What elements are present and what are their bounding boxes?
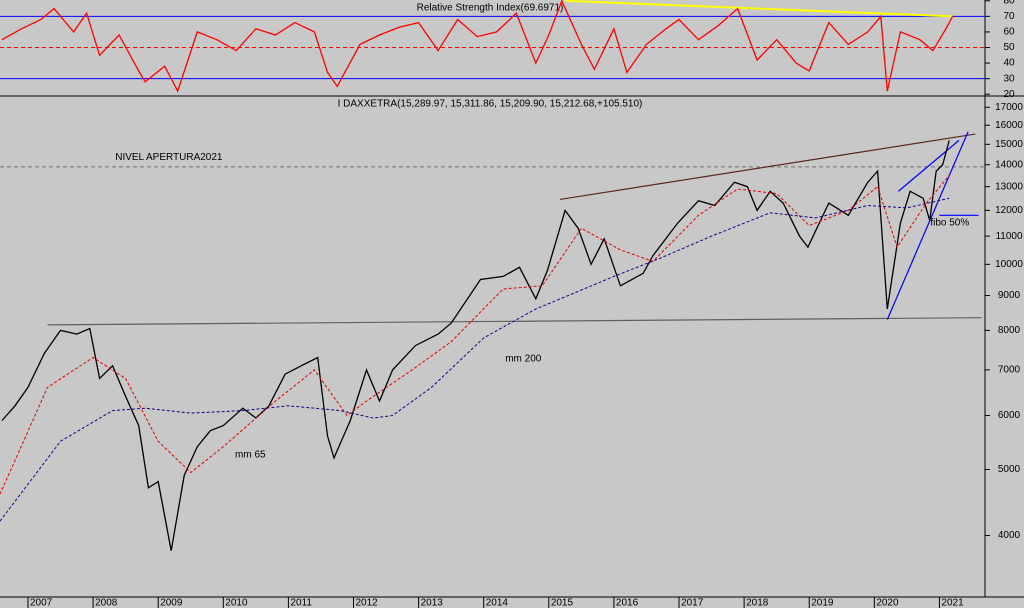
series-line xyxy=(1,0,953,93)
y-tick-label: 7000 xyxy=(998,365,1021,376)
x-tick-label: 2017 xyxy=(681,598,704,608)
x-tick-label: 2015 xyxy=(551,598,574,608)
y-tick-label: 6000 xyxy=(998,410,1021,421)
y-tick-label: 11000 xyxy=(995,231,1023,242)
y-tick-label: 60 xyxy=(1003,27,1015,38)
x-tick-label: 2020 xyxy=(876,598,899,608)
y-tick-label: 17000 xyxy=(995,102,1023,113)
trend-line xyxy=(559,133,976,201)
trend-line xyxy=(898,139,960,192)
series-line xyxy=(1,140,950,551)
x-tick-label: 2012 xyxy=(356,598,379,608)
y-tick-label: 4000 xyxy=(998,530,1021,541)
price-title: I DAXXETRA(15,289.97, 15,311.86, 15,209.… xyxy=(338,99,643,110)
series-line xyxy=(0,175,950,495)
trend-line xyxy=(565,0,953,18)
x-tick-label: 2016 xyxy=(616,598,639,608)
series-line xyxy=(0,197,950,522)
y-tick-label: 14000 xyxy=(995,159,1023,170)
rsi-title: Relative Strength Index(69.6971) xyxy=(417,3,564,14)
y-tick-label: 50 xyxy=(1003,42,1015,53)
y-tick-label: 9000 xyxy=(998,290,1021,301)
x-tick-label: 2007 xyxy=(30,598,53,608)
annotation: mm 200 xyxy=(505,354,542,365)
x-tick-label: 2010 xyxy=(225,598,248,608)
x-tick-label: 2011 xyxy=(290,598,312,608)
annotation: mm 65 xyxy=(235,450,266,461)
y-tick-label: 12000 xyxy=(995,205,1023,216)
y-tick-label: 80 xyxy=(1003,0,1015,6)
x-tick-label: 2013 xyxy=(421,598,444,608)
x-tick-label: 2018 xyxy=(746,598,769,608)
y-tick-label: 13000 xyxy=(995,181,1023,192)
x-tick-label: 2021 xyxy=(941,598,964,608)
x-tick-label: 2014 xyxy=(486,598,509,608)
annotation: NIVEL APERTURA2021 xyxy=(115,152,223,163)
y-tick-label: 5000 xyxy=(998,464,1021,475)
y-tick-label: 30 xyxy=(1003,73,1015,84)
x-tick-label: 2008 xyxy=(95,598,118,608)
y-tick-label: 20 xyxy=(1003,89,1015,100)
x-tick-label: 2009 xyxy=(160,598,183,608)
x-tick-label: 2019 xyxy=(811,598,834,608)
y-tick-label: 40 xyxy=(1003,58,1015,69)
y-tick-label: 16000 xyxy=(995,120,1023,131)
y-tick-label: 70 xyxy=(1003,11,1015,22)
y-tick-label: 8000 xyxy=(998,325,1021,336)
y-tick-label: 10000 xyxy=(995,259,1023,270)
trend-line xyxy=(886,131,969,320)
y-tick-label: 15000 xyxy=(995,139,1023,150)
annotation: fibo 50% xyxy=(930,218,969,229)
